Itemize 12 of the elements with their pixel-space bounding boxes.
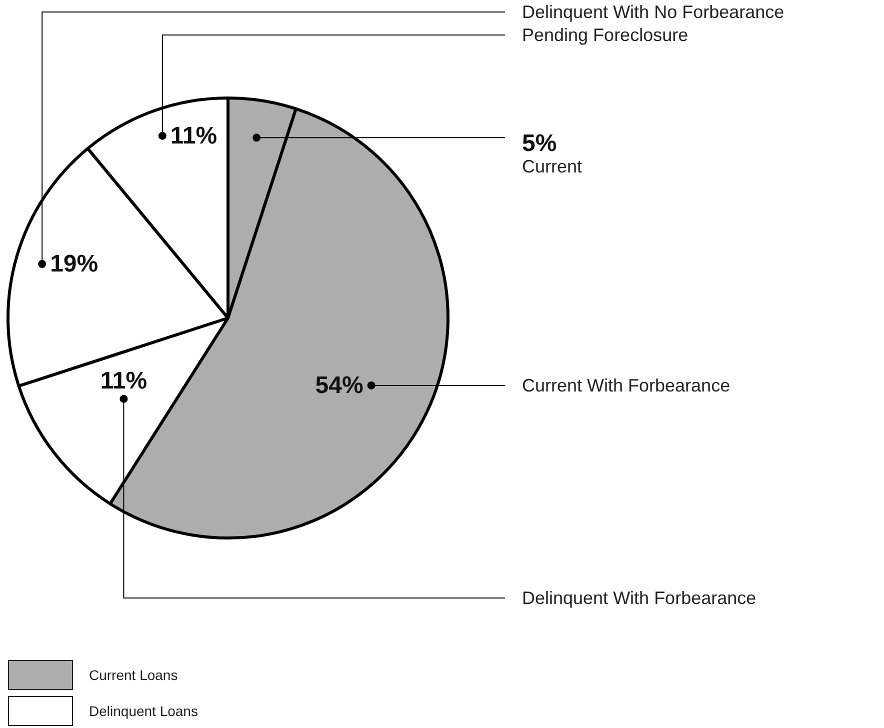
slice-label: Delinquent With No Forbearance [522,2,784,22]
slice-label: Delinquent With Forbearance [522,588,756,608]
text: Delinquent Loans [89,703,198,719]
data-label: 5% [522,130,557,158]
slice-label: Current With Forbearance [522,375,730,396]
text: Current Loans [89,667,178,683]
slice-label: Current [522,156,582,177]
data-label: 11% [100,367,148,394]
data-label: 11% [170,122,218,150]
data-label: 54% [315,372,364,399]
slice-label: Pending Foreclosure [522,25,688,45]
data-label: 19% [50,250,98,278]
